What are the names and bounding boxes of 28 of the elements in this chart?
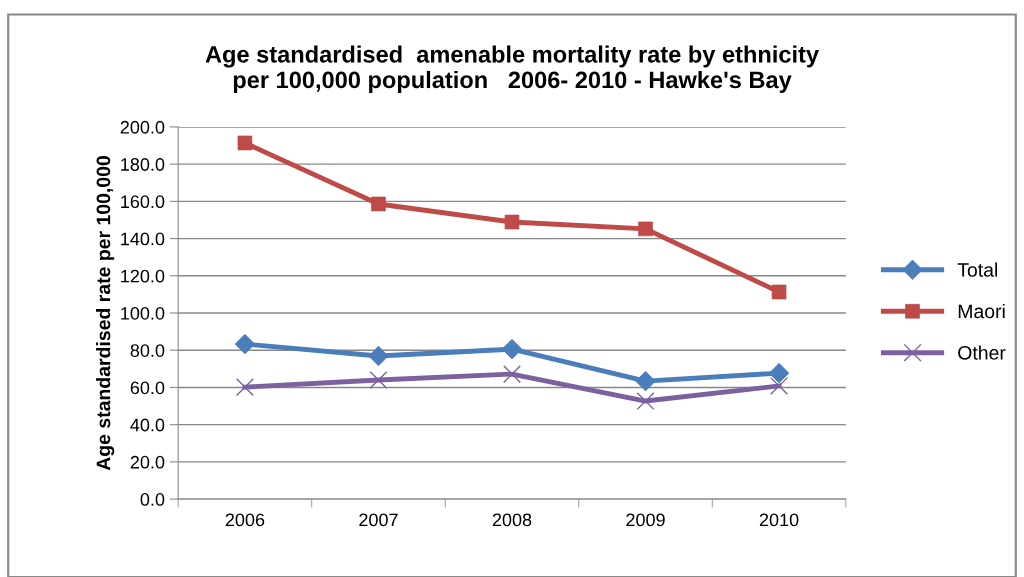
y-tick-label: 20.0 [130,455,165,469]
y-tick-label: 140.0 [121,232,165,246]
y-tick-label: 60.0 [130,381,165,395]
x-tick-label: 2006 [225,513,265,527]
y-tick-label: 200.0 [120,120,165,134]
point [770,376,789,395]
point [635,370,656,392]
y-tick-label: 0.0 [140,493,165,506]
legend-label: Total [957,262,998,277]
x-tick-label: 2008 [492,513,532,527]
point [502,365,522,384]
point [235,378,254,397]
x-tick-label: 2007 [359,513,398,527]
point [369,370,388,390]
y-tick-label: 180.0 [121,158,165,171]
y-tick-label: 160.0 [121,195,165,209]
x-tick-label: 2009 [626,513,665,527]
y-axis-title: Age standardised rate per 100,000 [96,156,115,471]
legend-label: Maori [958,303,1005,319]
y-tick-label: 100.0 [121,306,165,320]
y-tick-label: 80.0 [130,344,165,357]
chart-title: Age standardised amenable mortality rate by ethnicity per 100,000 population 2006- 2010 - Hawke's Bay [205,45,819,93]
point [237,135,253,151]
point [636,392,655,411]
y-tick-label: 40.0 [130,418,165,432]
y-tick-label: 120.0 [121,269,165,283]
x-tick-label: 2010 [759,513,799,527]
legend-label: Other [958,345,1006,360]
